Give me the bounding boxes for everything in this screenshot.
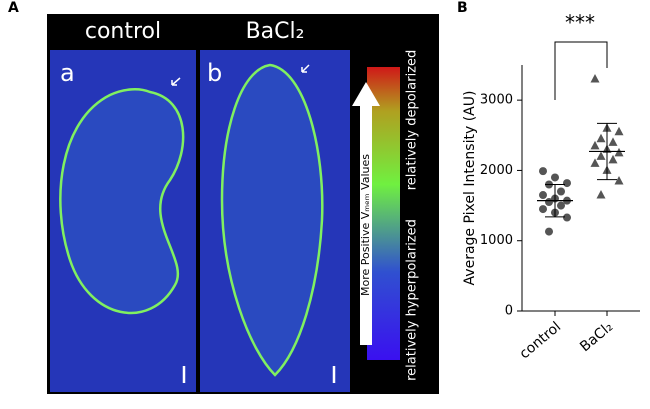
data-point (539, 191, 547, 200)
arrow (301, 64, 310, 73)
y-tick-label: 2000 (480, 163, 513, 178)
sublabel: b (207, 59, 222, 87)
error-bar (545, 183, 565, 218)
data-point (539, 205, 547, 214)
colorbar-bottom-label: relatively hyperpolarized (405, 219, 420, 381)
y-axis-title: Average Pixel Intensity (AU) (462, 91, 478, 286)
data-point (590, 140, 600, 150)
data-point (590, 74, 600, 83)
data-point (596, 151, 606, 160)
data-point (545, 227, 553, 236)
colorbar-arrow-label: More Positive Vₘₑₘ Values (359, 154, 372, 296)
colorbar-top-label: relatively depolarized (405, 50, 420, 191)
y-tick-label: 0 (505, 304, 513, 319)
data-point (596, 133, 606, 143)
y-tick-label: 1000 (480, 233, 513, 248)
significance-bracket (554, 41, 608, 100)
cell-outline (220, 63, 324, 377)
panel-b: B *** Average Pixel Intensity (AU) 0 1000… (457, 0, 640, 362)
sublabel: a (60, 59, 75, 87)
data-point (551, 173, 559, 182)
panel-label: A (8, 0, 19, 16)
data-point (557, 201, 565, 210)
data-point (563, 213, 571, 222)
colorbar-arrow (360, 105, 372, 345)
colorbar (367, 67, 400, 360)
data-point (614, 175, 624, 185)
error-bar (597, 122, 617, 181)
cell-outline (59, 88, 185, 315)
significance: *** (565, 11, 595, 35)
data-point (557, 187, 565, 196)
data-point (539, 167, 547, 176)
data-point (614, 147, 624, 157)
data-point (590, 158, 600, 167)
stain-label: DiBAC₄(3) (5, 146, 30, 254)
x-tick-label: control (517, 319, 564, 362)
arrow (171, 77, 181, 86)
column-label: BaCl₂ (246, 19, 305, 44)
data-point (608, 137, 618, 146)
panel-label: B (457, 0, 468, 16)
data-point (563, 179, 571, 188)
y-tick-label: 3000 (480, 93, 513, 108)
panel-a: A control BaCl₂ a b DiBAC₄(3) More Posit… (5, 0, 439, 394)
data-point (608, 154, 618, 164)
x-tick-label: BaCl₂ (577, 319, 616, 355)
colorbar-arrowhead (352, 82, 380, 106)
data-point (596, 190, 606, 199)
data-point (545, 198, 553, 207)
data-point (614, 126, 624, 136)
column-label: control (85, 19, 161, 44)
